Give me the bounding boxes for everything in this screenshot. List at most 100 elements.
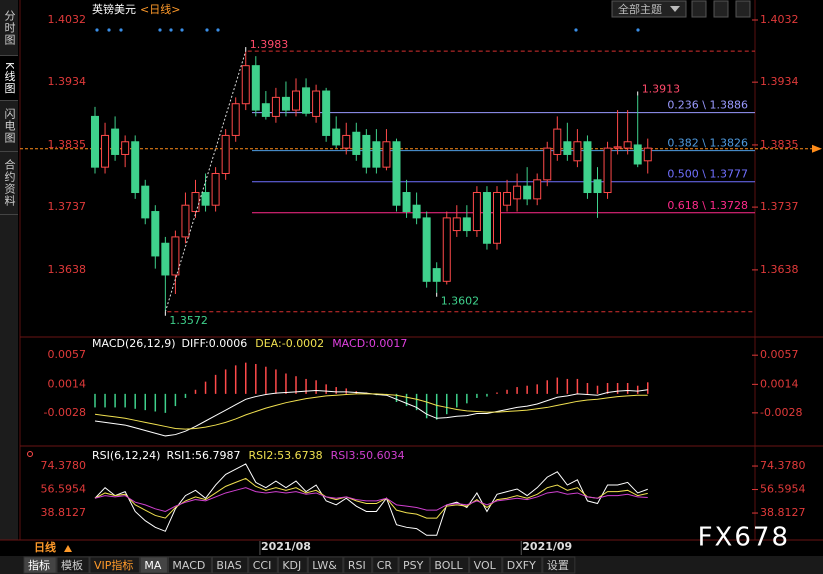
period-selector[interactable]: 日线 bbox=[34, 540, 56, 554]
y-tick-label: 0.0014 bbox=[760, 377, 799, 390]
price-annotation: 1.3602 bbox=[441, 295, 480, 308]
candle-body bbox=[573, 141, 582, 162]
toolbar-tab-bg bbox=[248, 556, 278, 574]
candle-body bbox=[322, 90, 331, 136]
candle-body bbox=[452, 217, 461, 232]
candle-body bbox=[141, 185, 150, 219]
y-tick-label: 1.3737 bbox=[48, 200, 87, 213]
toolbar-tab[interactable]: LW& bbox=[312, 559, 337, 572]
toolbar-tab[interactable]: BIAS bbox=[216, 559, 241, 572]
y-tick-label: 0.0057 bbox=[48, 348, 87, 361]
candle-body bbox=[221, 134, 230, 174]
legend-item: RSI3:50.6034 bbox=[331, 449, 405, 462]
candle-body bbox=[372, 141, 381, 168]
sidebar-fill bbox=[0, 215, 18, 540]
candle-body bbox=[643, 147, 652, 162]
candle-body bbox=[472, 192, 481, 232]
toolbar-tab-bg bbox=[343, 556, 373, 574]
fib-label: 0.382 \ 1.3826 bbox=[667, 137, 748, 150]
candle-body bbox=[111, 128, 120, 155]
candle-body bbox=[603, 147, 612, 194]
toolbar-tab-bg bbox=[307, 556, 344, 574]
symbol: 英镑美元 bbox=[92, 2, 136, 16]
candle-body bbox=[91, 115, 99, 168]
toolbar-tab[interactable]: 模板 bbox=[61, 558, 83, 572]
candle-body bbox=[191, 192, 200, 213]
candle-body bbox=[241, 65, 250, 105]
candle-body bbox=[583, 141, 592, 194]
candle-body bbox=[312, 90, 321, 117]
y-tick-label: 1.4032 bbox=[48, 13, 87, 26]
y-tick-label: 1.3638 bbox=[48, 263, 87, 276]
y-tick-label: 38.8127 bbox=[41, 506, 87, 519]
y-tick-label: 38.8127 bbox=[760, 506, 806, 519]
toolbar-tab[interactable]: VIP指标 bbox=[94, 558, 133, 572]
candle-body bbox=[251, 65, 260, 111]
toolbar-tab[interactable]: VOL bbox=[474, 559, 497, 572]
y-tick-label: 1.3934 bbox=[48, 75, 87, 88]
y-tick-label: 1.3934 bbox=[760, 75, 799, 88]
toolbar-tab[interactable]: CCI bbox=[253, 559, 272, 572]
y-tick-label: 1.3737 bbox=[760, 200, 799, 213]
toolbar-tab-bg bbox=[277, 556, 308, 574]
toolbar-tab-bg bbox=[167, 556, 212, 574]
watermark: FX678 bbox=[698, 523, 790, 553]
toolbar-tab[interactable]: 设置 bbox=[547, 559, 569, 572]
toolbar-tab[interactable]: RSI bbox=[348, 559, 366, 572]
legend-item: DIFF:0.0006 bbox=[182, 337, 248, 350]
trend-link bbox=[164, 50, 247, 312]
candle-body bbox=[392, 141, 401, 206]
toolbar-tab[interactable]: CR bbox=[377, 559, 393, 572]
candle-body bbox=[442, 217, 451, 282]
y-tick-label: 0.0014 bbox=[48, 377, 87, 390]
toolbar-tab[interactable]: BOLL bbox=[434, 559, 463, 572]
y-tick-label: 56.5954 bbox=[41, 483, 87, 496]
dropdown-icon bbox=[670, 6, 680, 12]
candle-body bbox=[342, 134, 351, 149]
toolbar-tab-bg bbox=[139, 556, 168, 574]
candle-body bbox=[231, 103, 240, 136]
toolbar-tab-bg bbox=[89, 556, 140, 574]
price-annotation: 1.3572 bbox=[169, 314, 208, 327]
icon-button[interactable] bbox=[735, 0, 751, 18]
candle-body bbox=[543, 147, 552, 181]
toolbar-tab-bg bbox=[542, 556, 576, 574]
candle-body bbox=[171, 236, 180, 276]
toolbar-tab[interactable]: PSY bbox=[403, 559, 424, 572]
up-icon bbox=[64, 545, 72, 552]
x-tick-label: 2021/08 bbox=[261, 540, 311, 553]
candle-body bbox=[623, 141, 632, 149]
candle-body bbox=[503, 192, 512, 206]
indicator-title: MACD(26,12,9) bbox=[92, 337, 176, 350]
legend-item: DEA:-0.0002 bbox=[255, 337, 324, 350]
price-annotation: 1.3913 bbox=[642, 82, 681, 95]
event-dots bbox=[95, 28, 640, 32]
toolbar-tab[interactable]: 指标 bbox=[28, 558, 50, 572]
tab[interactable]: 分时图 bbox=[0, 0, 18, 56]
candle-body bbox=[412, 204, 421, 219]
candle-body bbox=[281, 96, 290, 111]
toolbar-tab[interactable]: KDJ bbox=[282, 559, 301, 572]
indicator-line bbox=[94, 487, 648, 512]
icon-button[interactable] bbox=[713, 0, 729, 18]
y-tick-label: 1.3638 bbox=[760, 263, 799, 276]
icon-button[interactable] bbox=[691, 0, 707, 18]
theme-button-label: 全部主题 bbox=[618, 2, 662, 16]
fib-label: 0.500 \ 1.3777 bbox=[667, 168, 748, 181]
tab[interactable]: 闪电图 bbox=[0, 101, 18, 152]
toolbar-tab[interactable]: MACD bbox=[172, 559, 205, 572]
candle-body bbox=[332, 128, 341, 146]
candle-body bbox=[533, 179, 542, 200]
toolbar-tab[interactable]: DXFY bbox=[507, 559, 536, 572]
toolbar-tab-bg bbox=[429, 556, 470, 574]
tab-active[interactable]: K线图 bbox=[0, 56, 18, 101]
tab[interactable]: 合约资料 bbox=[0, 152, 18, 215]
candle-body bbox=[462, 217, 471, 232]
legend-item: RSI2:53.6738 bbox=[249, 449, 323, 462]
toolbar-tab-bg bbox=[398, 556, 430, 574]
y-tick-label: 1.3835 bbox=[48, 138, 87, 151]
toolbar-tab[interactable]: MA bbox=[144, 559, 161, 572]
theme-button[interactable] bbox=[611, 0, 687, 18]
